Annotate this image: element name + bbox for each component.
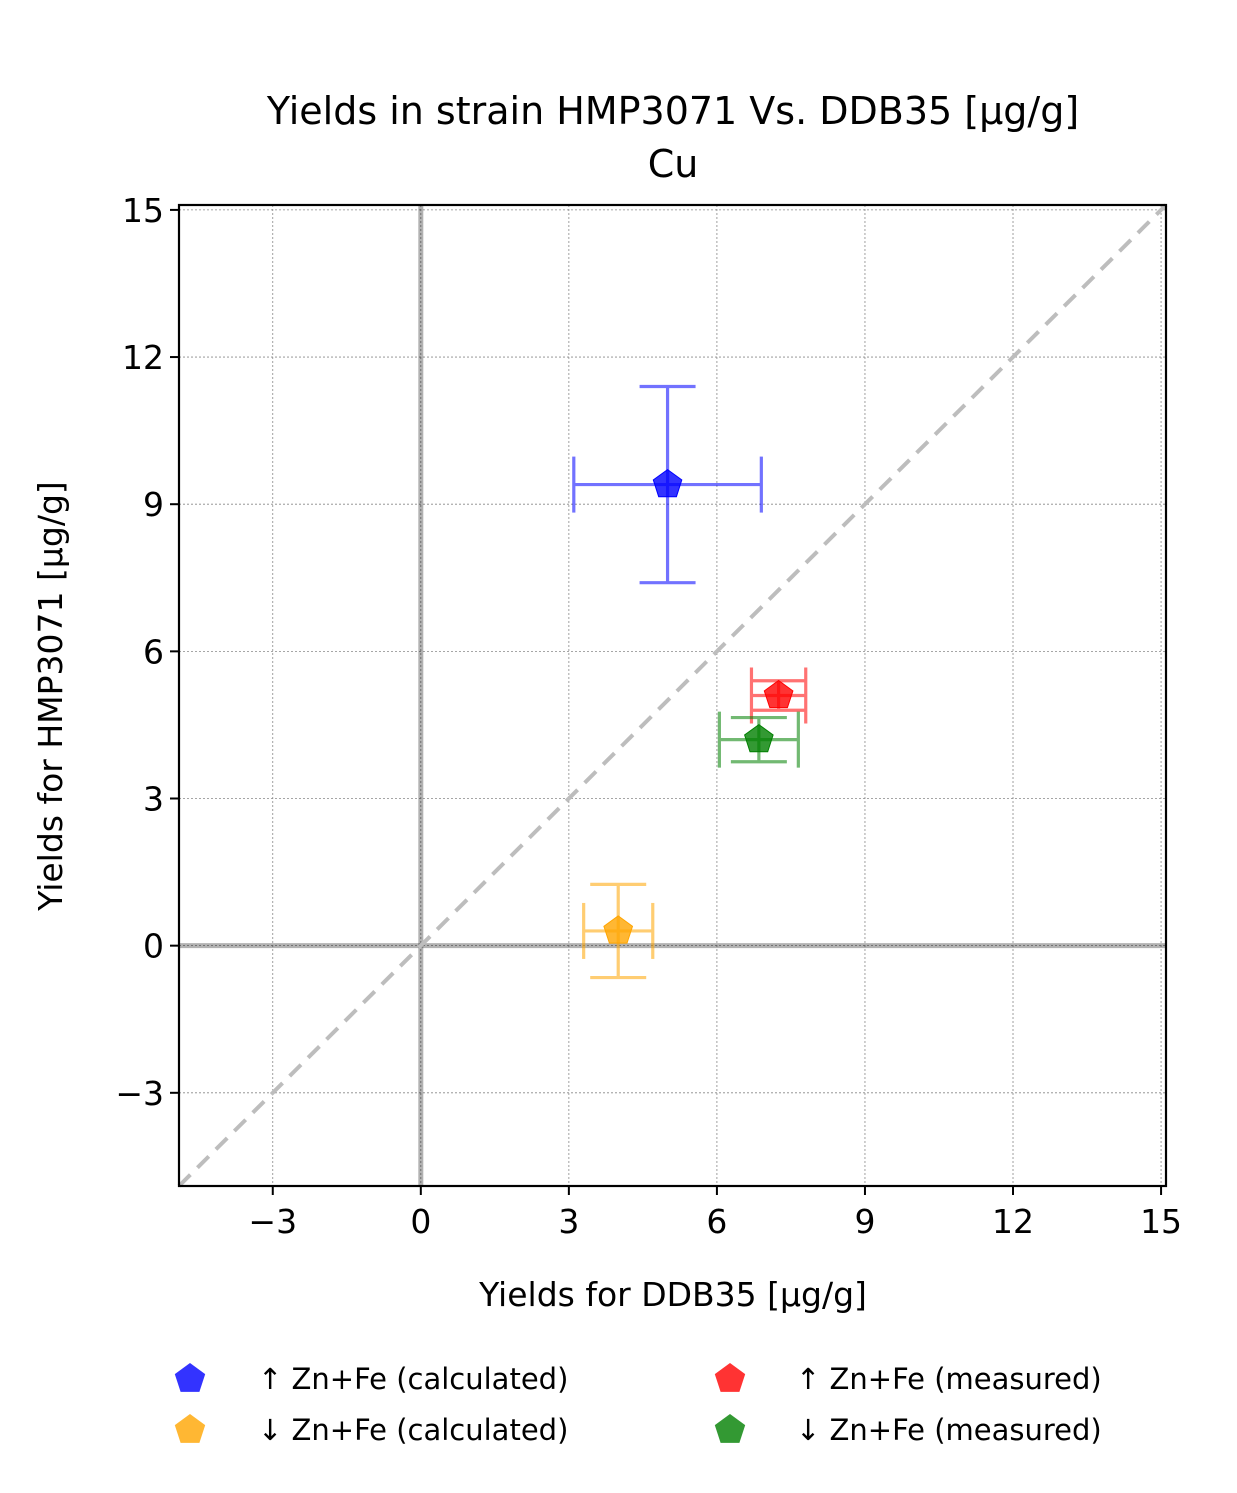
legend-marker bbox=[174, 1363, 206, 1392]
chart-title: Yields in strain HMP3071 Vs. DDB35 [µg/g… bbox=[266, 89, 1079, 133]
legend-label: ↓ Zn+Fe (calculated) bbox=[258, 1413, 568, 1447]
y-tick-label: 15 bbox=[122, 191, 164, 230]
legend-marker bbox=[714, 1414, 746, 1443]
axes-frame bbox=[177, 203, 1168, 1188]
x-tick-label: 15 bbox=[1140, 1202, 1182, 1241]
legend-label: ↓ Zn+Fe (measured) bbox=[796, 1413, 1102, 1447]
legend-marker bbox=[714, 1363, 746, 1392]
y-tick-label: 0 bbox=[143, 927, 164, 966]
legend-marker bbox=[174, 1414, 206, 1443]
y-axis-label: Yields for HMP3071 [µg/g] bbox=[31, 481, 70, 912]
x-tick-label: 9 bbox=[854, 1202, 875, 1241]
x-axis-label: Yields for DDB35 [µg/g] bbox=[478, 1275, 867, 1314]
y-tick-label: 6 bbox=[143, 632, 164, 671]
y-tick-label: 3 bbox=[143, 780, 164, 819]
x-tick-label: 0 bbox=[410, 1202, 431, 1241]
x-tick-label: −3 bbox=[248, 1202, 297, 1241]
data-point-series-4 bbox=[744, 723, 774, 753]
diagonal-reference-line bbox=[177, 203, 1168, 1188]
y-tick-label: −3 bbox=[115, 1074, 164, 1113]
legend-label: ↑ Zn+Fe (calculated) bbox=[258, 1362, 568, 1396]
y-tick-label: 9 bbox=[143, 485, 164, 524]
legend: ↑ Zn+Fe (calculated) ↓ Zn+Fe (calculated)… bbox=[174, 1362, 1102, 1447]
data-point-series-1 bbox=[652, 468, 683, 498]
data-point-series-3 bbox=[603, 915, 634, 944]
plot-area: −3 0 3 6 9 12 15 −3 0 3 6 9 12 15 bbox=[115, 191, 1182, 1241]
x-tick-label: 12 bbox=[992, 1202, 1034, 1241]
x-tick-label: 6 bbox=[706, 1202, 727, 1241]
x-tick-label: 3 bbox=[558, 1202, 579, 1241]
y-tick-label: 12 bbox=[122, 338, 164, 377]
data-point-series-2 bbox=[763, 679, 794, 709]
chart-subtitle: Cu bbox=[648, 142, 699, 186]
legend-label: ↑ Zn+Fe (measured) bbox=[796, 1362, 1102, 1396]
